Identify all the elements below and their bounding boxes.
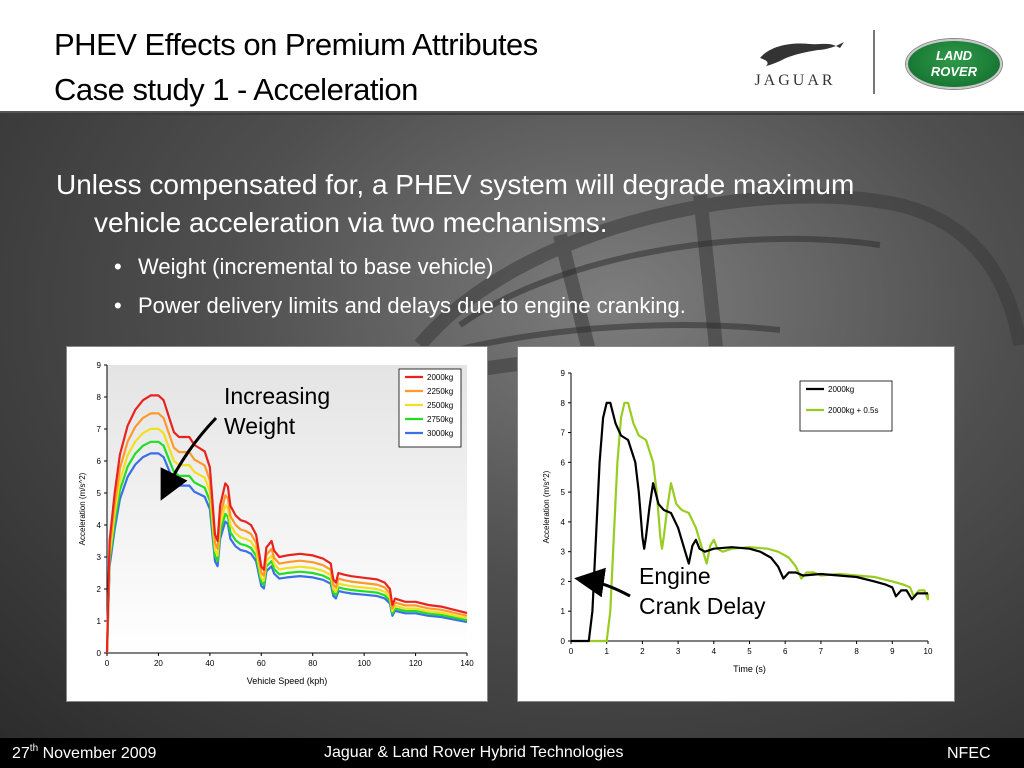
leaping-cat-icon — [760, 42, 844, 66]
y-tick-label: 4 — [561, 518, 566, 527]
y-tick-label: 0 — [561, 637, 566, 646]
x-tick-label: 6 — [783, 647, 788, 656]
legend-label: 2000kg — [828, 385, 854, 394]
bullet-dot-icon: • — [114, 293, 122, 318]
annotation-2-line-1: Engine — [639, 563, 711, 589]
x-tick-label: 0 — [569, 647, 574, 656]
x-axis-label: Time (s) — [733, 664, 766, 674]
annotation-1-line-1: Increasing — [224, 383, 331, 409]
y-tick-label: 7 — [97, 425, 102, 434]
y-tick-label: 1 — [561, 607, 566, 616]
x-tick-label: 7 — [819, 647, 824, 656]
y-tick-label: 2 — [561, 577, 566, 586]
y-tick-label: 3 — [561, 548, 566, 557]
y-tick-label: 0 — [97, 649, 102, 658]
arrow-crank-delay-icon — [574, 567, 631, 598]
y-axis-label: Acceleration (m/s^2) — [78, 472, 87, 545]
chart-acceleration-vs-time: 0 1 2 3 4 5 6 7 8 9 0 1 2 3 4 5 6 7 8 9 10 Time (s) Accelerati… — [517, 346, 955, 702]
y-tick-label: 6 — [561, 458, 566, 467]
slide-title-line-1: PHEV Effects on Premium Attributes — [54, 27, 538, 62]
legend-label: 2000kg — [427, 373, 453, 382]
logo-divider — [873, 30, 875, 94]
chart-2-svg: 0 1 2 3 4 5 6 7 8 9 0 1 2 3 4 5 6 7 8 9 10 Time (s) Accelerati… — [542, 369, 933, 674]
x-tick-label: 40 — [205, 659, 214, 668]
annotation-1-line-2: Weight — [224, 413, 296, 439]
footer-date: 27th November 2009 — [12, 743, 157, 762]
arrow-increasing-weight-icon — [160, 416, 218, 501]
y-tick-label: 3 — [97, 553, 102, 562]
x-tick-label: 8 — [854, 647, 859, 656]
x-tick-label: 2 — [640, 647, 645, 656]
x-tick-label: 120 — [409, 659, 423, 668]
legend-label: 2750kg — [427, 415, 453, 424]
y-tick-label: 5 — [561, 488, 566, 497]
series-line-2250kg — [105, 412, 468, 654]
series-line-2000kg — [571, 401, 928, 643]
x-tick-label: 100 — [357, 659, 371, 668]
x-tick-label: 80 — [308, 659, 317, 668]
legend-label: 2250kg — [427, 387, 453, 396]
y-axis-label: Acceleration (m/s^2) — [542, 470, 551, 543]
x-tick-label: 10 — [924, 647, 933, 656]
x-tick-label: 140 — [460, 659, 474, 668]
chart-1-svg: 0 1 2 3 4 5 6 7 8 9 0 20 40 60 80 100 120 140 Vehicle Spee… — [78, 361, 474, 686]
chart-acceleration-vs-speed: 0 1 2 3 4 5 6 7 8 9 0 20 40 60 80 100 120 140 Vehicle Spee… — [66, 346, 488, 702]
land-rover-logo: LAND ROVER — [906, 39, 1002, 89]
y-tick-label: 9 — [561, 369, 566, 378]
x-tick-label: 0 — [105, 659, 110, 668]
annotation-increasing-weight: Increasing Weight — [224, 381, 330, 441]
slide-title-line-2: Case study 1 - Acceleration — [54, 72, 418, 107]
series-line-2000kg — [105, 394, 468, 654]
x-tick-label: 9 — [890, 647, 895, 656]
slide-footer — [0, 738, 1024, 768]
footer-center-text: Jaguar & Land Rover Hybrid Technologies — [324, 744, 624, 761]
x-tick-label: 4 — [712, 647, 717, 656]
y-tick-label: 5 — [97, 489, 102, 498]
land-rover-word-1: LAND — [935, 48, 973, 63]
y-tick-label: 2 — [97, 585, 102, 594]
x-tick-label: 3 — [676, 647, 681, 656]
jaguar-logo: JAGUAR — [740, 36, 850, 96]
bullet-dot-icon: • — [114, 254, 122, 279]
x-tick-label: 20 — [154, 659, 163, 668]
annotation-2-line-2: Crank Delay — [639, 593, 766, 619]
legend-label: 2000kg + 0.5s — [828, 406, 878, 415]
footer-right-text: NFEC — [947, 745, 991, 762]
main-bullet: Unless compensated for, a PHEV system wi… — [56, 169, 855, 238]
series-line-2000kg-0-5s — [588, 401, 930, 643]
y-tick-label: 8 — [97, 393, 102, 402]
y-tick-label: 6 — [97, 457, 102, 466]
y-tick-label: 9 — [97, 361, 102, 370]
y-tick-label: 4 — [97, 521, 102, 530]
legend-label: 3000kg — [427, 429, 453, 438]
jaguar-wordmark: JAGUAR — [754, 72, 836, 89]
annotation-engine-crank-delay: Engine Crank Delay — [639, 561, 766, 621]
land-rover-word-2: ROVER — [930, 64, 978, 79]
x-tick-label: 5 — [747, 647, 752, 656]
x-tick-label: 60 — [257, 659, 266, 668]
x-tick-label: 1 — [604, 647, 609, 656]
legend-label: 2500kg — [427, 401, 453, 410]
y-tick-label: 7 — [561, 429, 566, 438]
y-tick-label: 1 — [97, 617, 102, 626]
x-axis-label: Vehicle Speed (kph) — [247, 676, 328, 686]
y-tick-label: 8 — [561, 399, 566, 408]
slide-header: PHEV Effects on Premium Attributes Case … — [0, 0, 1024, 113]
